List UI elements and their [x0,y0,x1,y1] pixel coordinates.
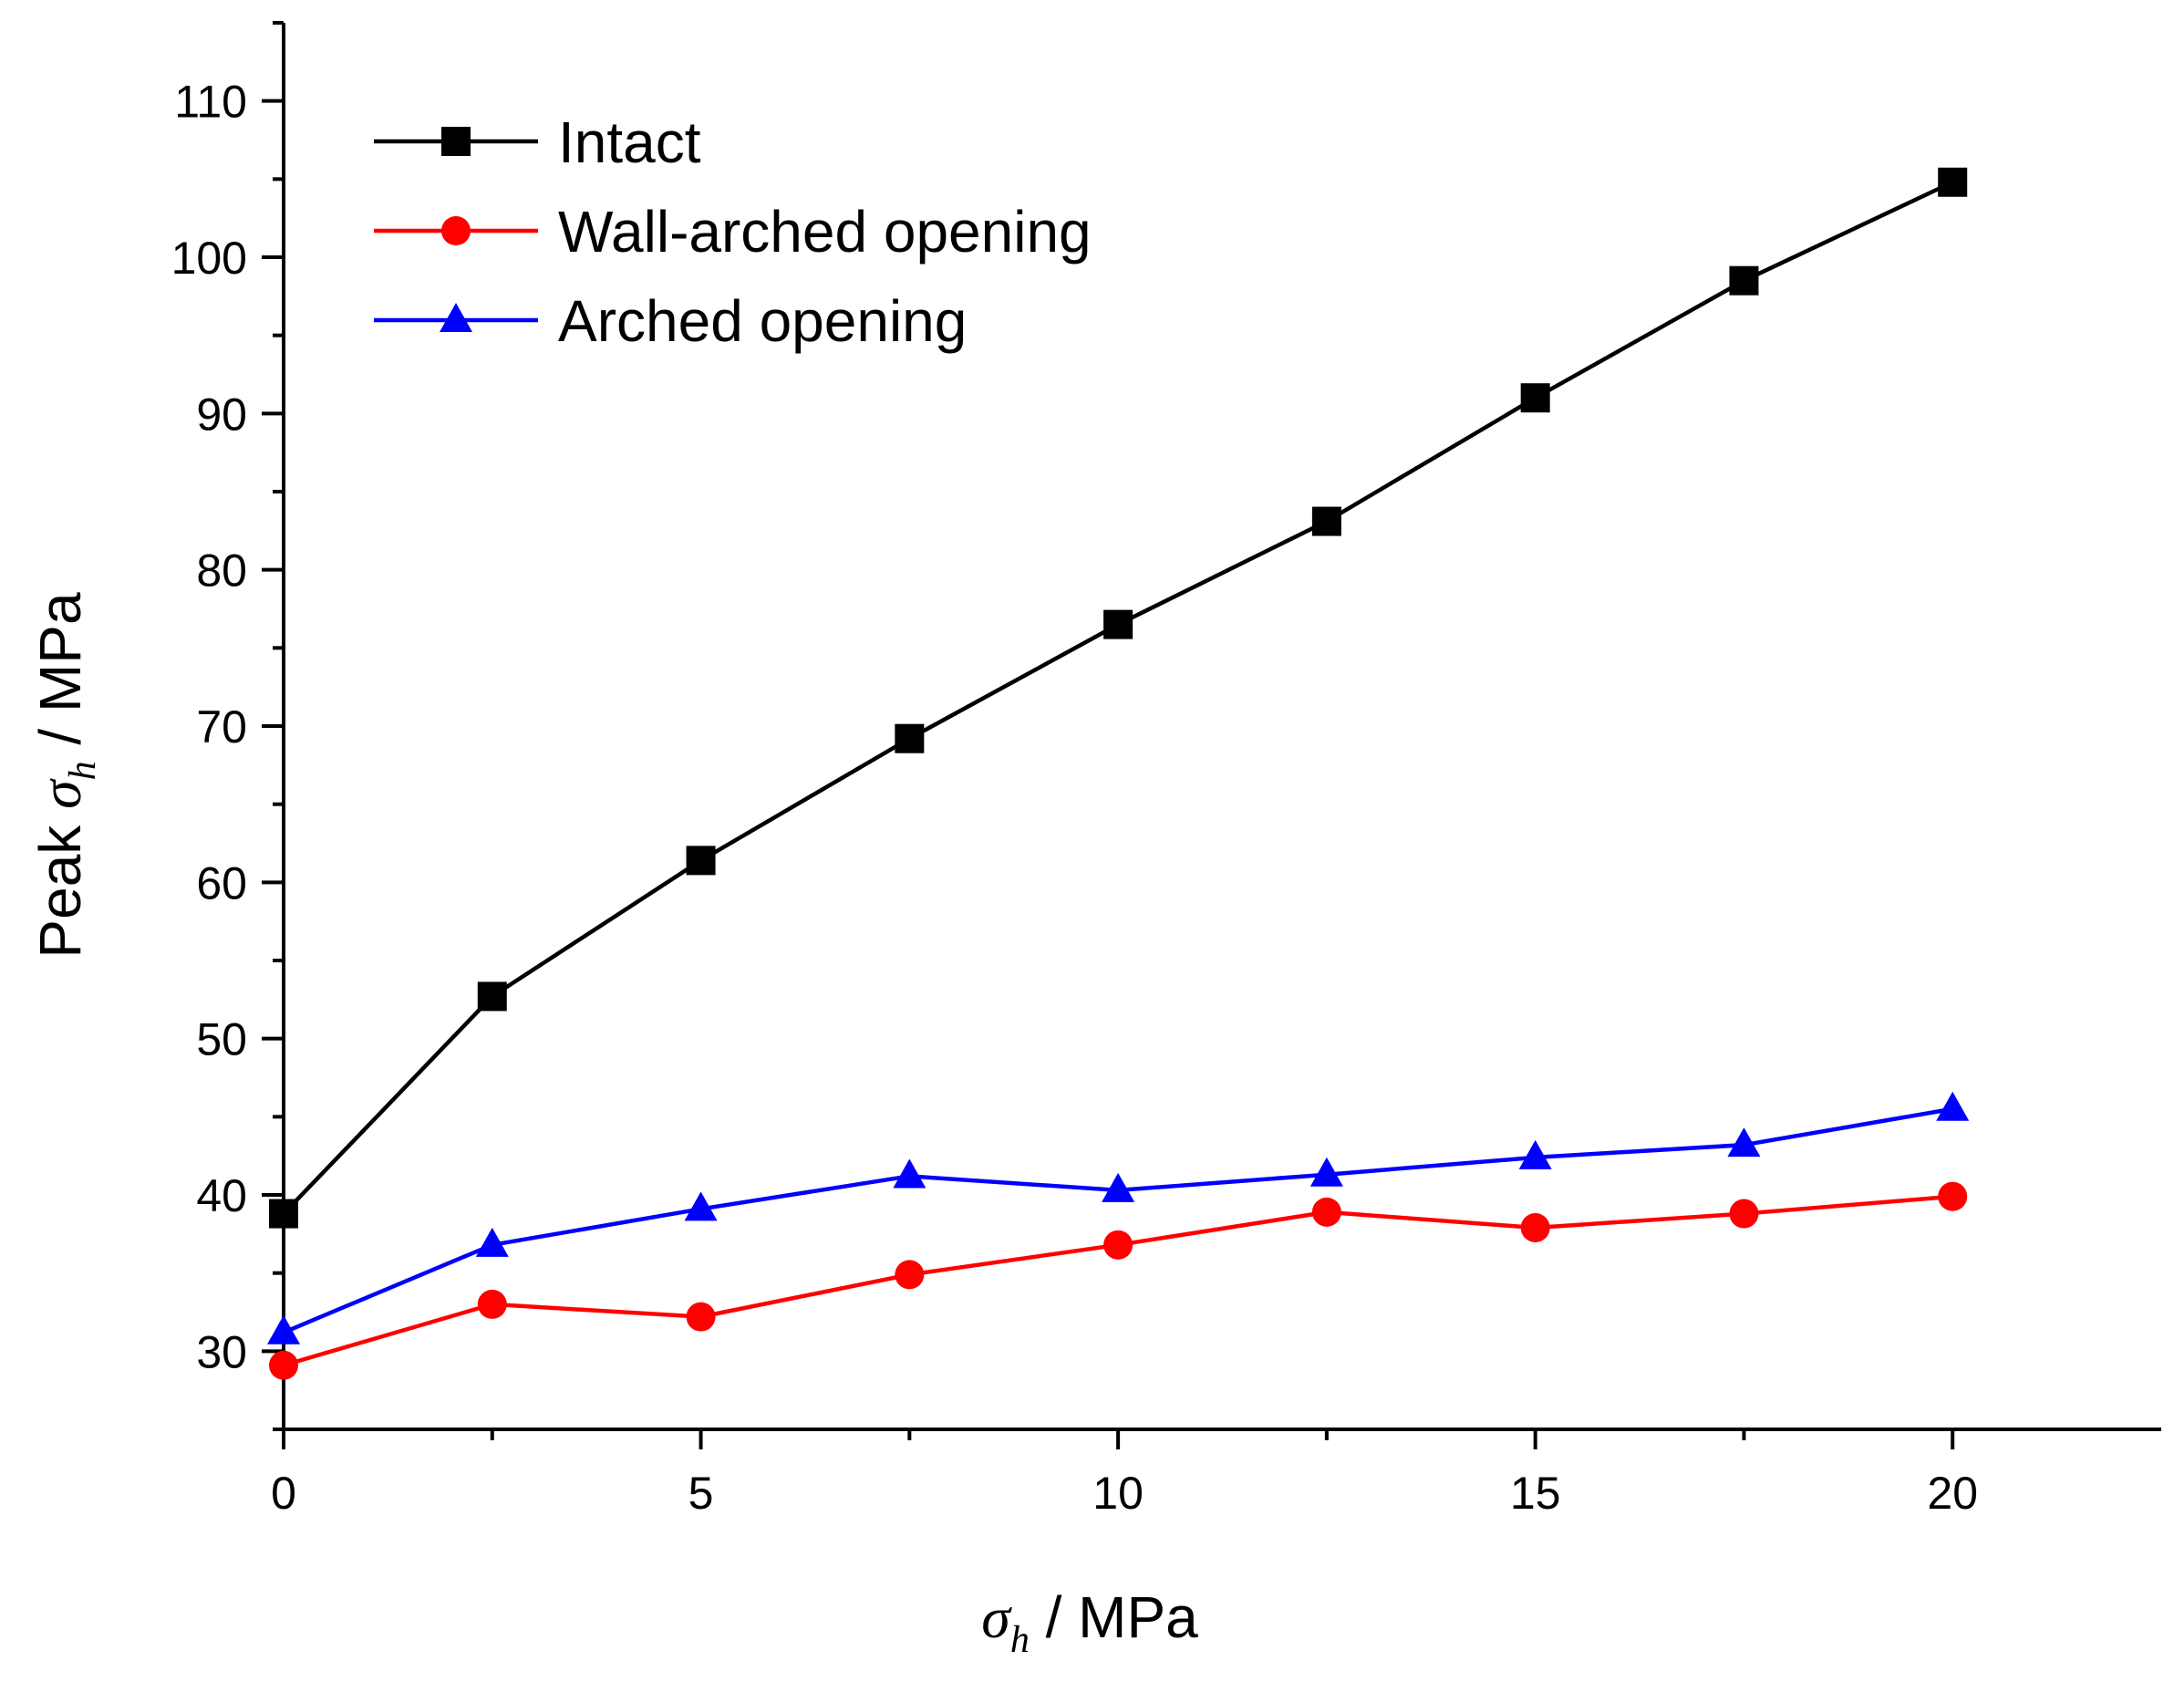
data-point-intact [1311,506,1341,536]
legend-marker [440,303,472,332]
data-point-arched-opening [1309,1157,1343,1187]
x-tick-label: 10 [1092,1468,1144,1519]
data-point-intact [686,846,716,876]
data-point-intact [477,981,507,1012]
legend-marker [441,127,471,156]
x-axis-subscript: h [1010,1619,1030,1661]
series-line-arched-opening [283,1106,1953,1334]
x-tick-label: 0 [271,1468,296,1519]
data-point-arched-opening [893,1158,926,1189]
y-axis-unit: / MPa [27,592,93,761]
legend: Intact Wall-arched opening Arched opening [374,109,1092,354]
y-axis-prefix: Peak [27,809,93,959]
x-tick-label: 5 [688,1468,714,1519]
x-axis-title: σh / MPa [981,1584,1198,1661]
data-point-wall-arched-opening [686,1302,716,1332]
data-point-arched-opening [1518,1139,1552,1169]
y-tick-label: 100 [171,233,247,284]
data-point-arched-opening [267,1314,300,1345]
data-point-wall-arched-opening [1103,1230,1133,1260]
axes: 0 5 10 15 20 30 40 50 60 70 80 90 100 110 [171,21,2161,1519]
data-point-arched-opening [684,1191,718,1221]
data-point-arched-opening [475,1227,509,1257]
y-tick-label: 70 [196,701,247,753]
series-intact [269,167,1968,1229]
data-point-wall-arched-opening [269,1350,298,1380]
series-wall-arched-opening [269,1181,1968,1380]
y-axis-title: Peak σh / MPa [27,592,104,959]
x-axis-unit: / MPa [1030,1584,1198,1650]
series-line-wall-arched-opening [283,1194,1953,1367]
y-tick-label: 50 [196,1014,247,1065]
x-tick-label: 20 [1927,1468,1978,1519]
data-point-intact [1103,609,1133,639]
y-tick-label: 80 [196,545,247,597]
y-tick-label: 110 [174,77,247,128]
data-point-intact [895,723,925,753]
legend-label: Wall-arched opening [558,199,1092,265]
data-point-wall-arched-opening [895,1260,925,1290]
x-tick-label: 15 [1510,1468,1561,1519]
y-tick-label: 60 [196,857,247,908]
legend-label: Arched opening [558,288,967,354]
data-point-wall-arched-opening [1938,1181,1968,1211]
y-tick-label: 40 [196,1170,247,1221]
data-point-wall-arched-opening [1520,1212,1550,1242]
data-point-intact [1520,383,1550,413]
data-point-arched-opening [1102,1172,1135,1202]
data-point-intact [269,1199,298,1229]
data-point-arched-opening [1727,1127,1761,1158]
legend-marker [441,216,471,245]
y-axis-subscript: h [62,761,104,780]
legend-label: Intact [558,109,701,175]
data-point-wall-arched-opening [1311,1197,1341,1227]
series-arched-opening [267,1091,1970,1345]
x-axis-symbol: σ [981,1585,1012,1650]
legend-item-arched-opening: Arched opening [374,288,967,354]
legend-item-wall-arched-opening: Wall-arched opening [374,199,1092,265]
y-tick-label: 90 [196,389,247,440]
y-axis-symbol: σ [28,778,93,809]
legend-item-intact: Intact [374,109,701,175]
data-point-wall-arched-opening [1729,1199,1759,1229]
series-layer [267,167,1970,1380]
data-point-intact [1938,167,1968,197]
series-line-intact [282,180,1954,1216]
data-point-arched-opening [1936,1091,1970,1121]
y-tick-label: 30 [196,1326,247,1377]
data-point-intact [1729,265,1759,296]
data-point-wall-arched-opening [477,1289,507,1319]
